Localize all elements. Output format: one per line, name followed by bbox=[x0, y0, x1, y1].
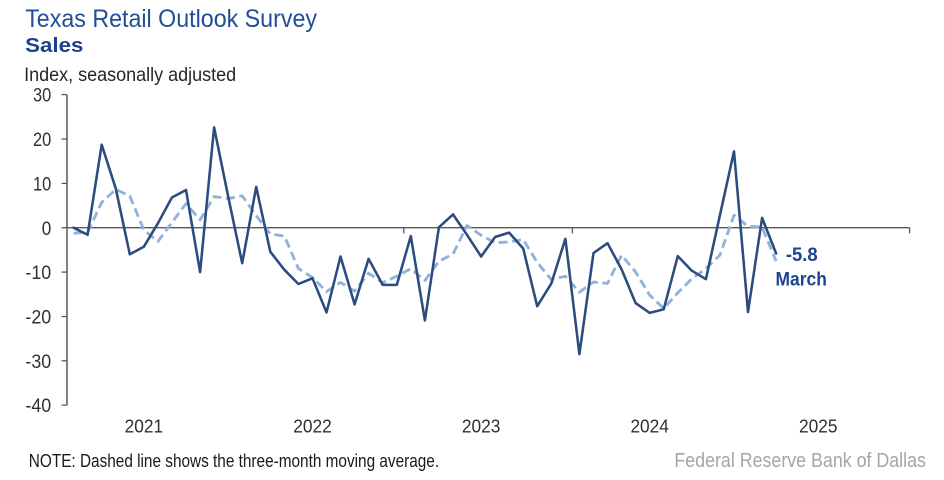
svg-text:2021: 2021 bbox=[125, 417, 164, 437]
svg-text:2023: 2023 bbox=[462, 417, 501, 437]
svg-text:10: 10 bbox=[33, 174, 51, 196]
svg-text:Texas Retail Outlook Survey: Texas Retail Outlook Survey bbox=[25, 5, 317, 33]
svg-text:NOTE: Dashed line shows the th: NOTE: Dashed line shows the three-month … bbox=[29, 451, 439, 471]
svg-text:2022: 2022 bbox=[293, 417, 332, 437]
svg-text:2025: 2025 bbox=[799, 417, 838, 437]
svg-text:Index, seasonally adjusted: Index, seasonally adjusted bbox=[24, 64, 236, 86]
svg-text:-5.8: -5.8 bbox=[786, 244, 818, 266]
svg-text:March: March bbox=[776, 268, 827, 290]
svg-text:0: 0 bbox=[42, 218, 52, 240]
svg-text:-30: -30 bbox=[25, 351, 51, 373]
svg-text:Sales: Sales bbox=[25, 34, 83, 57]
svg-text:-20: -20 bbox=[25, 307, 51, 329]
svg-text:20: 20 bbox=[33, 129, 51, 151]
svg-text:30: 30 bbox=[33, 85, 51, 107]
svg-text:-10: -10 bbox=[25, 262, 51, 284]
svg-text:Federal Reserve Bank of Dallas: Federal Reserve Bank of Dallas bbox=[674, 450, 926, 472]
svg-text:2024: 2024 bbox=[630, 417, 669, 437]
svg-text:-40: -40 bbox=[25, 395, 51, 417]
